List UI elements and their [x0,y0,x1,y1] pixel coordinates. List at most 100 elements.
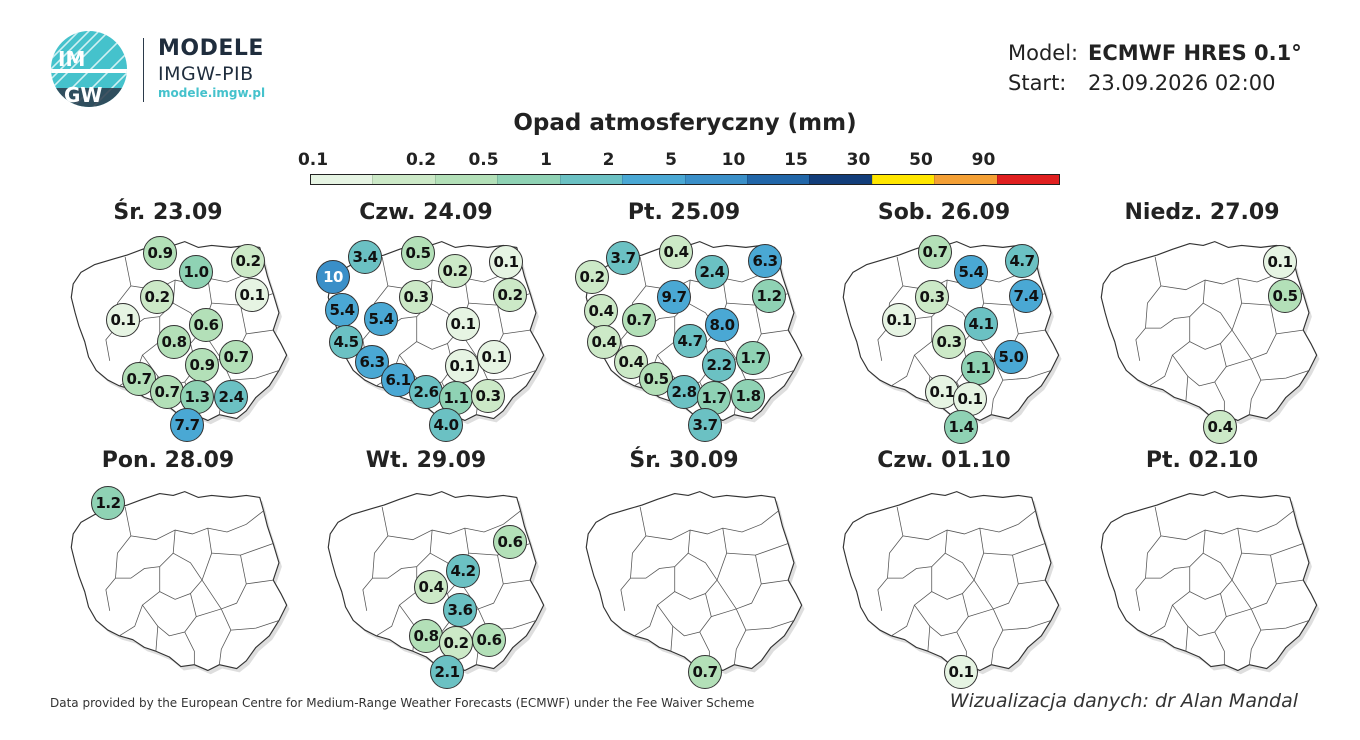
precipitation-marker: 0.2 [575,260,609,294]
poland-map [1093,482,1323,682]
precipitation-marker: 0.5 [639,362,673,396]
precipitation-marker: 0.1 [106,303,140,337]
precipitation-marker: 4.7 [1005,244,1039,278]
precipitation-marker: 0.5 [401,236,435,270]
precipitation-marker: 0.3 [915,280,949,314]
precipitation-marker: 0.4 [414,570,448,604]
legend-color-segment [559,175,623,184]
precipitation-marker: 0.4 [1203,410,1237,444]
precipitation-marker: 5.4 [954,255,988,289]
precipitation-marker: 3.4 [348,240,382,274]
legend-title: Opad atmosferyczny (mm) [513,110,857,136]
day-title: Czw. 01.10 [877,448,1011,473]
legend-color-segment [934,175,997,184]
precipitation-marker: 0.1 [944,655,978,689]
legend-color-segment [497,175,560,184]
precipitation-marker: 0.3 [932,325,966,359]
day-title: Pt. 02.10 [1145,448,1259,473]
precipitation-marker: 0.4 [584,294,618,328]
precipitation-marker: 7.7 [170,408,204,442]
precipitation-marker: 0.1 [445,349,479,383]
model-label: Model: [1008,41,1079,65]
legend-tick-label: 50 [909,150,933,170]
precipitation-marker: 10 [316,260,350,294]
precipitation-marker: 0.8 [157,325,191,359]
precipitation-marker: 0.1 [235,278,269,312]
precipitation-marker: 6.1 [381,363,415,397]
precipitation-marker: 9.7 [657,280,691,314]
legend-color-segment [996,175,1060,184]
precipitation-marker: 0.6 [472,623,506,657]
precipitation-marker: 1.2 [752,279,786,313]
day-title: Pon. 28.09 [101,448,235,473]
logo-title: MODELE [158,36,264,61]
precipitation-marker: 1.4 [944,410,978,444]
legend-tick-label: 1 [540,150,552,170]
logo-url: modele.imgw.pl [158,86,266,100]
precipitation-marker: 0.7 [688,655,722,689]
poland-map [835,482,1065,682]
logo-subtitle: IMGW-PIB [158,63,254,85]
day-title: Pt. 25.09 [627,200,741,225]
legend-tick-label: 0.5 [468,150,499,170]
precipitation-marker: 4.0 [429,408,463,442]
visualization-credit: Wizualizacja danych: dr Alan Mandal [949,690,1298,712]
legend-tick-label: 10 [721,150,746,170]
precipitation-marker: 0.5 [1268,279,1302,313]
precipitation-marker: 0.7 [622,303,656,337]
precipitation-marker: 0.3 [471,379,505,413]
precipitation-marker: 3.7 [606,241,640,275]
legend-tick-label: 15 [784,150,808,170]
precipitation-marker: 1.8 [731,379,765,413]
day-title: Wt. 29.09 [365,448,487,473]
legend-tick-label: 0.2 [405,150,437,170]
day-title: Niedz. 27.09 [1124,200,1280,225]
precipitation-marker: 3.6 [443,593,477,627]
precipitation-marker: 1.7 [697,381,731,415]
legend-color-segment [746,175,810,184]
precipitation-marker: 0.9 [143,236,177,270]
precipitation-marker: 6.3 [748,244,782,278]
legend-color-segment [871,175,935,184]
precipitation-marker: 0.7 [918,235,952,269]
precipitation-marker: 0.2 [493,278,527,312]
logo-badge-bottom: GW [64,83,102,107]
precipitation-marker: 0.1 [489,245,523,279]
precipitation-marker: 2.4 [695,255,729,289]
day-title: Śr. 30.09 [629,448,739,473]
precipitation-marker: 2.4 [214,380,248,414]
precipitation-marker: 1.1 [961,351,995,385]
day-title: Czw. 24.09 [359,200,493,225]
day-title: Sob. 26.09 [877,200,1011,225]
precipitation-marker: 0.3 [399,280,433,314]
precipitation-marker: 2.2 [702,348,736,382]
logo-divider [143,38,144,102]
imgw-logo: IM GW MODELE IMGW-PIB modele.imgw.pl [50,30,290,110]
precipitation-marker: 2.1 [430,655,464,689]
data-source-note: Data provided by the European Centre for… [50,696,755,710]
precipitation-marker: 0.1 [446,307,480,341]
logo-badge-top: IM [58,47,85,71]
poland-map [578,482,808,682]
precipitation-marker: 0.9 [185,348,219,382]
precipitation-marker: 0.7 [150,375,184,409]
precipitation-marker: 7.4 [1009,279,1043,313]
precipitation-marker: 1.2 [91,486,125,520]
legend-color-segment [622,175,685,184]
legend-color-segment [809,175,872,184]
legend-tick-label: 30 [846,150,871,170]
precipitation-marker: 4.1 [964,307,998,341]
precipitation-marker: 0.8 [409,619,443,653]
precipitation-marker: 0.6 [189,308,223,342]
precipitation-marker: 0.2 [140,280,174,314]
precipitation-marker: 5.0 [994,340,1028,374]
model-value: ECMWF HRES 0.1° [1088,41,1302,65]
precipitation-marker: 4.5 [329,325,363,359]
precipitation-marker: 5.4 [325,293,359,327]
precipitation-marker: 5.4 [364,302,398,336]
precipitation-marker: 2.8 [667,375,701,409]
legend-colorbar [310,174,1060,185]
imgw-logo-badge: IM GW [51,31,127,107]
precipitation-marker: 0.2 [439,626,473,660]
precipitation-marker: 0.7 [219,340,253,374]
